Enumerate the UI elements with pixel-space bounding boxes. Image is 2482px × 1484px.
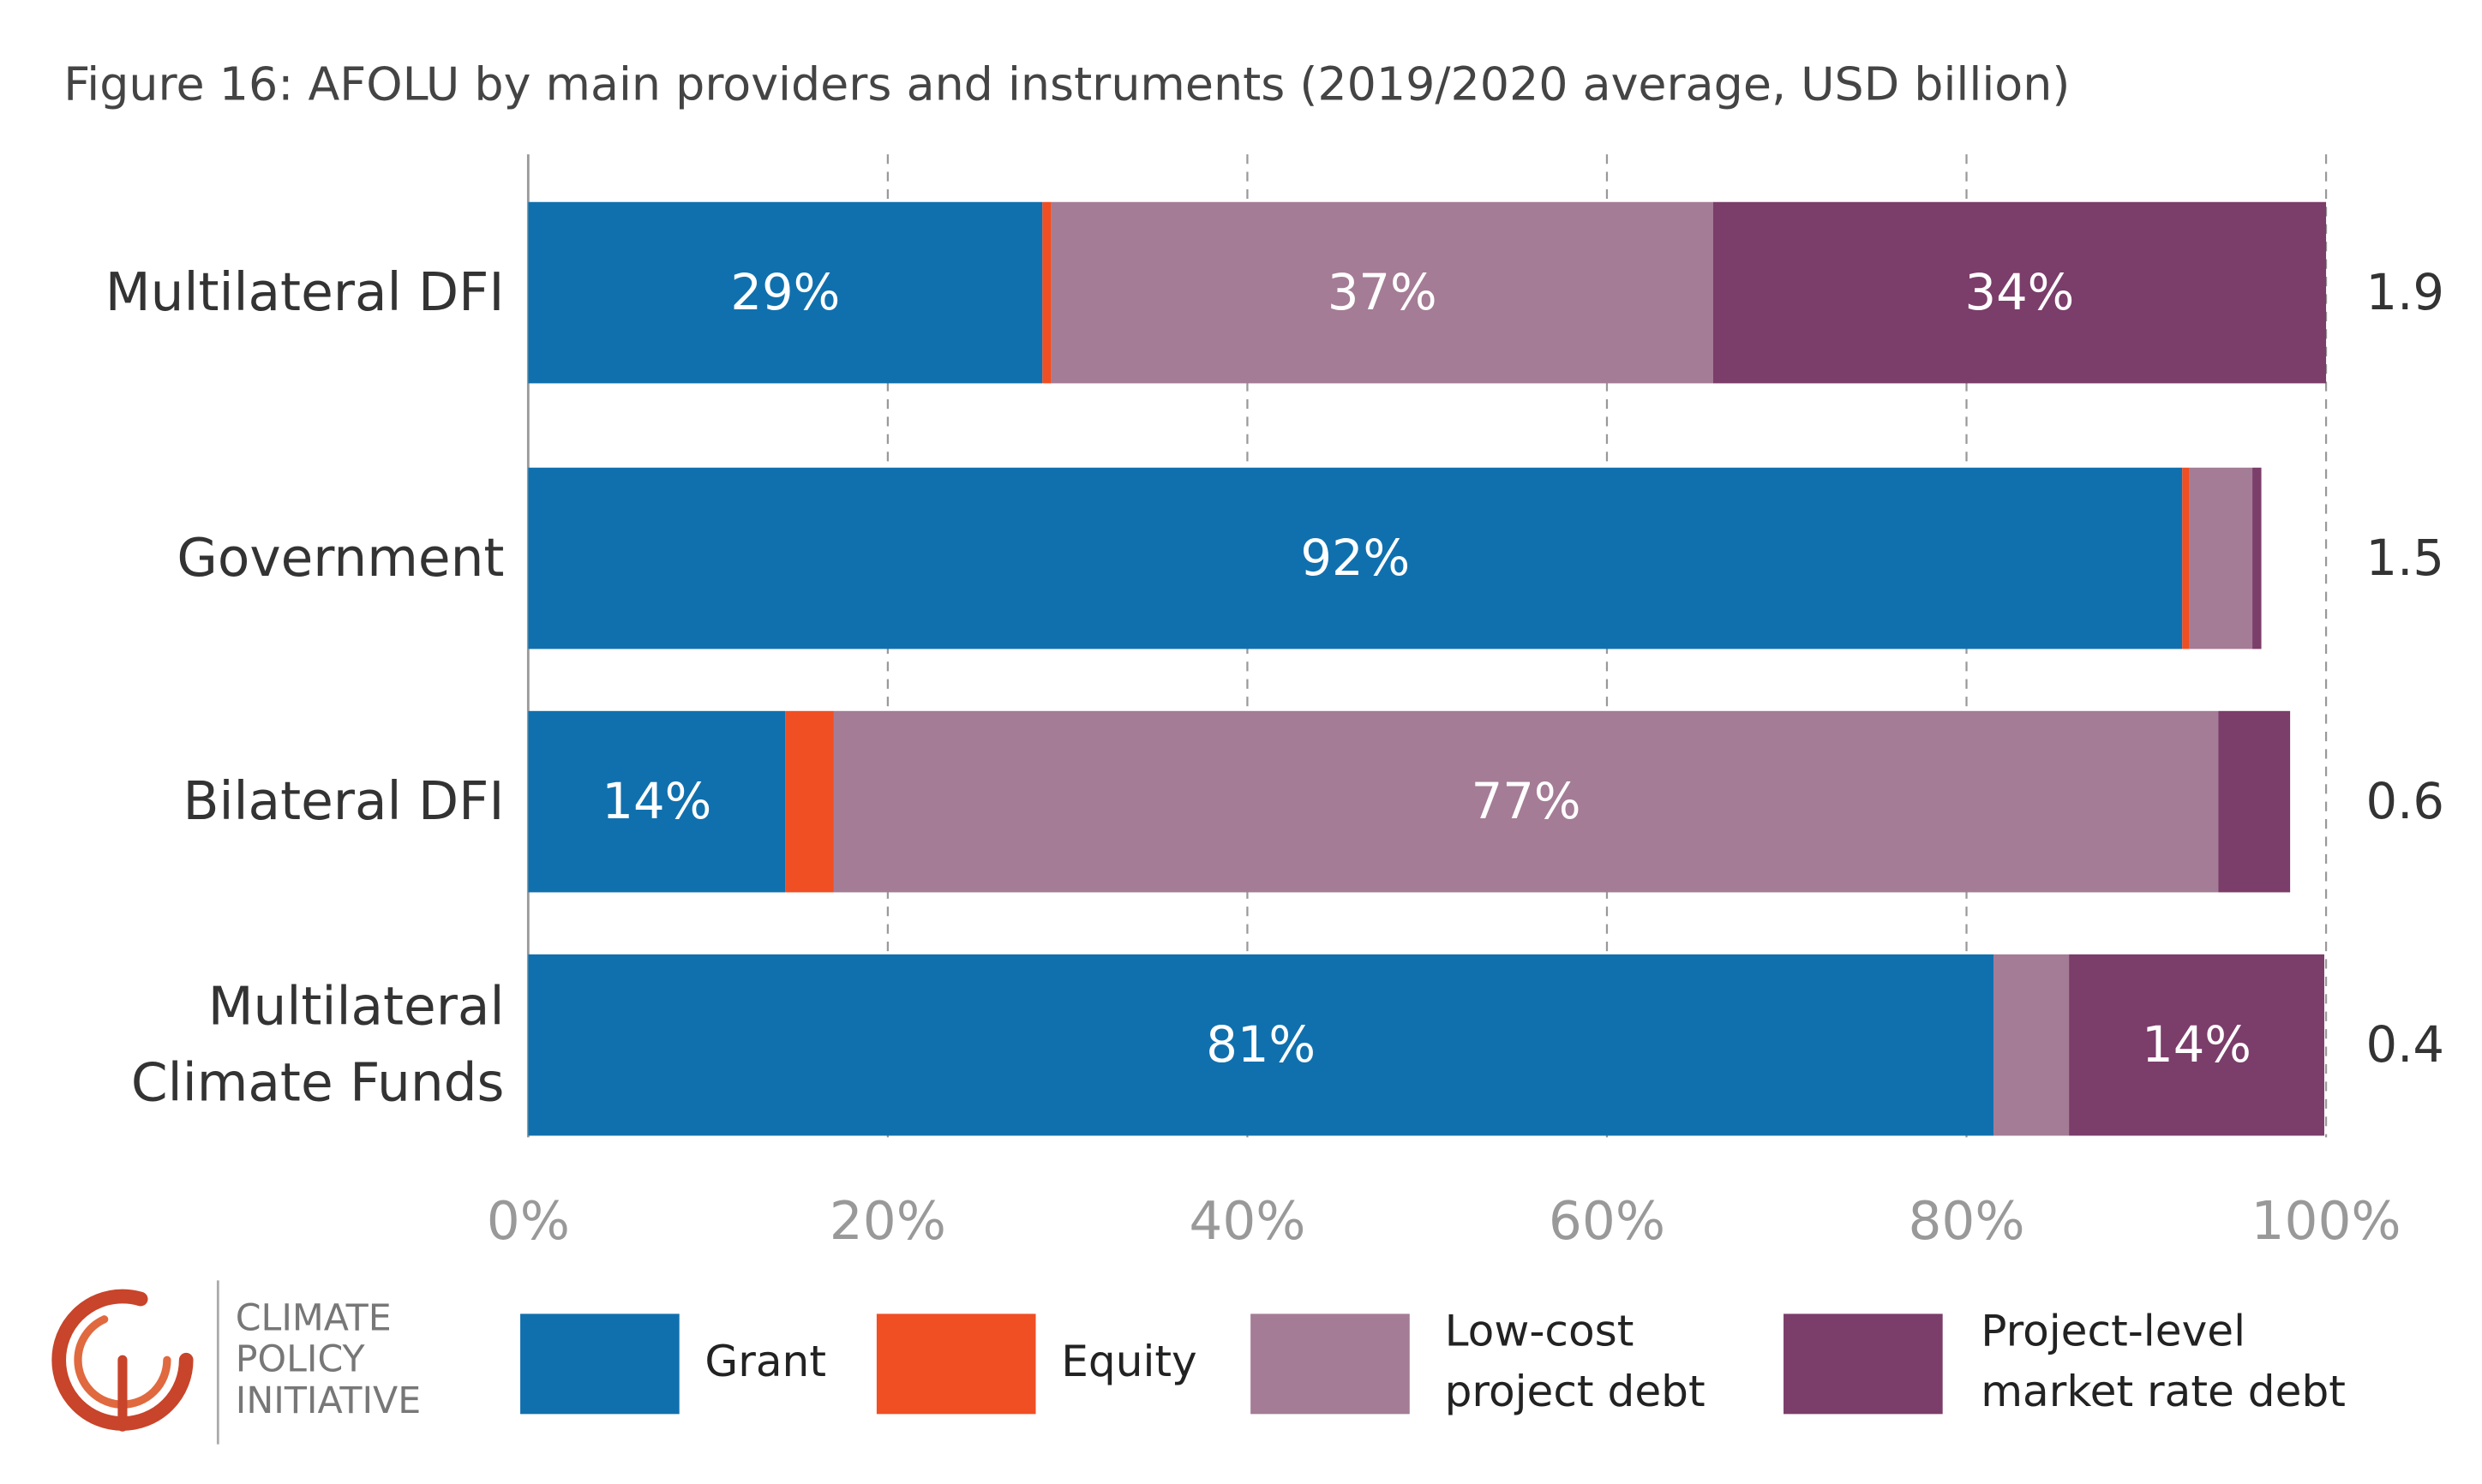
bar-segment: [833, 710, 2219, 893]
total-label: 0.4: [2365, 1016, 2444, 1074]
x-tick-label: 60%: [1549, 1191, 1665, 1252]
x-tick-label: 20%: [830, 1191, 946, 1252]
legend-swatch: [876, 1313, 1036, 1415]
bar-segment: [528, 954, 1993, 1136]
y-tick-label: Government: [177, 526, 505, 589]
x-tick-label: 0%: [487, 1191, 570, 1252]
bar-segment: [2218, 710, 2291, 893]
legend-label: Project-level market rate debt: [1981, 1307, 2346, 1418]
total-label: 1.9: [2365, 264, 2444, 321]
bar-segment: [2069, 954, 2324, 1136]
legend-label: Grant: [704, 1337, 826, 1387]
y-tick-label: Multilateral DFI: [105, 260, 505, 323]
bar-segment: [1042, 201, 1052, 384]
legend-swatch: [1250, 1313, 1410, 1415]
data-label: 29%: [730, 264, 840, 321]
logo-text: INITIATIVE: [236, 1379, 422, 1422]
bar-segment: [785, 710, 834, 893]
legend-label: Low-cost project debt: [1444, 1307, 1706, 1418]
data-label: 14%: [2142, 1016, 2251, 1074]
data-label: 14%: [602, 773, 711, 830]
bar-segment: [528, 710, 786, 893]
x-tick-label: 100%: [2251, 1191, 2401, 1252]
total-label: 1.5: [2365, 530, 2444, 587]
y-tick-label: Multilateral Climate Funds: [130, 974, 505, 1114]
data-label: 34%: [1964, 264, 2074, 321]
data-label: 81%: [1206, 1016, 1316, 1074]
bar-segment: [528, 201, 1043, 384]
data-label: 37%: [1328, 264, 1437, 321]
logo-text: CLIMATE: [236, 1296, 392, 1339]
legend-swatch: [520, 1313, 680, 1415]
bar-segment: [1712, 201, 2327, 384]
y-tick-label: Bilateral DFI: [183, 769, 505, 832]
logo-mark: [51, 1289, 194, 1432]
x-tick-label: 40%: [1189, 1191, 1305, 1252]
data-label: 77%: [1472, 773, 1581, 830]
x-tick-label: 80%: [1908, 1191, 2024, 1252]
bar-segment: [1051, 201, 1713, 384]
chart-title: Figure 16: AFOLU by main providers and i…: [63, 57, 2070, 111]
total-label: 0.6: [2365, 773, 2444, 830]
legend-swatch: [1784, 1313, 1943, 1415]
bar-segment: [1993, 954, 2070, 1136]
logo-text: POLICY: [236, 1338, 366, 1381]
bar-segment: [2252, 467, 2262, 649]
legend-label: Equity: [1061, 1337, 1197, 1387]
bar-segment: [2189, 467, 2253, 649]
data-label: 92%: [1300, 530, 1410, 587]
bar-segment: [528, 467, 2183, 649]
bar-segment: [2182, 467, 2190, 649]
